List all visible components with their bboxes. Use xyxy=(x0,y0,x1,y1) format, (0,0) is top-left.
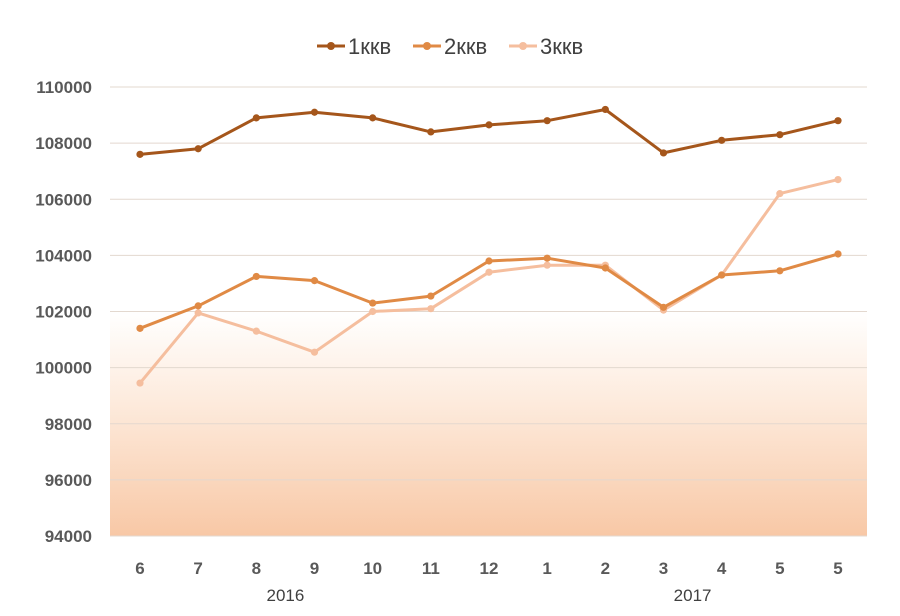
legend-item: 1ккв xyxy=(317,34,391,59)
x-tick-label: 6 xyxy=(135,559,144,578)
data-point xyxy=(194,309,202,317)
data-point xyxy=(485,257,493,265)
data-point xyxy=(252,114,260,122)
legend-label: 1ккв xyxy=(348,34,391,59)
data-point xyxy=(427,292,435,300)
y-tick-label: 108000 xyxy=(35,134,92,153)
data-point xyxy=(834,117,842,125)
legend-label: 3ккв xyxy=(540,34,583,59)
legend-item: 3ккв xyxy=(509,34,583,59)
x-tick-label: 3 xyxy=(659,559,668,578)
data-point xyxy=(776,131,784,139)
series-1 xyxy=(136,105,842,158)
x-tick-label: 1 xyxy=(542,559,551,578)
data-point xyxy=(601,264,609,272)
legend-swatch-marker xyxy=(423,42,431,50)
data-point xyxy=(136,150,144,158)
x-tick-label: 12 xyxy=(480,559,499,578)
x-tick-label: 5 xyxy=(775,559,784,578)
x-tick-label: 2 xyxy=(601,559,610,578)
data-point xyxy=(310,277,319,285)
legend-swatch-marker xyxy=(327,42,335,50)
x-tick-label: 4 xyxy=(717,559,727,578)
data-point xyxy=(252,272,260,281)
legend-item: 2ккв xyxy=(413,34,487,59)
x-tick-label: 5 xyxy=(833,559,842,578)
data-point xyxy=(485,268,493,276)
x-tick-label: 7 xyxy=(193,559,202,578)
data-point xyxy=(718,136,726,144)
data-point xyxy=(369,299,377,307)
y-tick-label: 106000 xyxy=(35,190,92,209)
legend-label: 2ккв xyxy=(444,34,487,59)
data-point xyxy=(136,379,144,387)
series-2 xyxy=(136,250,842,332)
year-label: 2017 xyxy=(674,586,712,605)
y-tick-label: 104000 xyxy=(35,246,92,265)
y-tick-label: 100000 xyxy=(35,359,92,378)
data-point xyxy=(427,128,435,136)
data-point xyxy=(310,348,319,356)
data-point xyxy=(776,267,784,275)
y-tick-label: 102000 xyxy=(35,303,92,322)
data-point xyxy=(601,105,609,114)
data-point xyxy=(543,117,551,125)
x-tick-label: 10 xyxy=(363,559,382,578)
data-point xyxy=(310,108,319,116)
data-point xyxy=(369,307,377,316)
data-point xyxy=(834,250,842,258)
y-tick-label: 98000 xyxy=(45,415,92,434)
x-tick-label: 8 xyxy=(252,559,261,578)
data-point xyxy=(427,305,435,313)
data-point xyxy=(136,324,144,332)
year-label: 2016 xyxy=(267,586,305,605)
data-point xyxy=(659,303,668,311)
data-point xyxy=(194,145,202,153)
data-point xyxy=(718,271,726,279)
gridlines xyxy=(110,86,867,537)
data-point xyxy=(659,149,668,157)
series-layer xyxy=(136,105,842,387)
data-point xyxy=(776,190,784,198)
data-point xyxy=(369,114,377,122)
data-point xyxy=(485,121,493,129)
y-tick-label: 96000 xyxy=(45,471,92,490)
data-point xyxy=(194,302,202,310)
x-tick-label: 11 xyxy=(422,559,440,578)
data-point xyxy=(834,176,842,184)
y-tick-label: 110000 xyxy=(36,78,92,97)
y-tick-label: 94000 xyxy=(45,527,92,546)
legend: 1ккв 2ккв 3ккв xyxy=(317,34,583,59)
data-point xyxy=(252,327,260,335)
legend-swatch-marker xyxy=(519,42,527,50)
data-point xyxy=(543,254,551,262)
y-axis: 94000 96000 98000 100000 102000 104000 106000 1… xyxy=(35,78,92,546)
data-point xyxy=(543,261,551,269)
x-tick-label: 9 xyxy=(310,559,319,578)
